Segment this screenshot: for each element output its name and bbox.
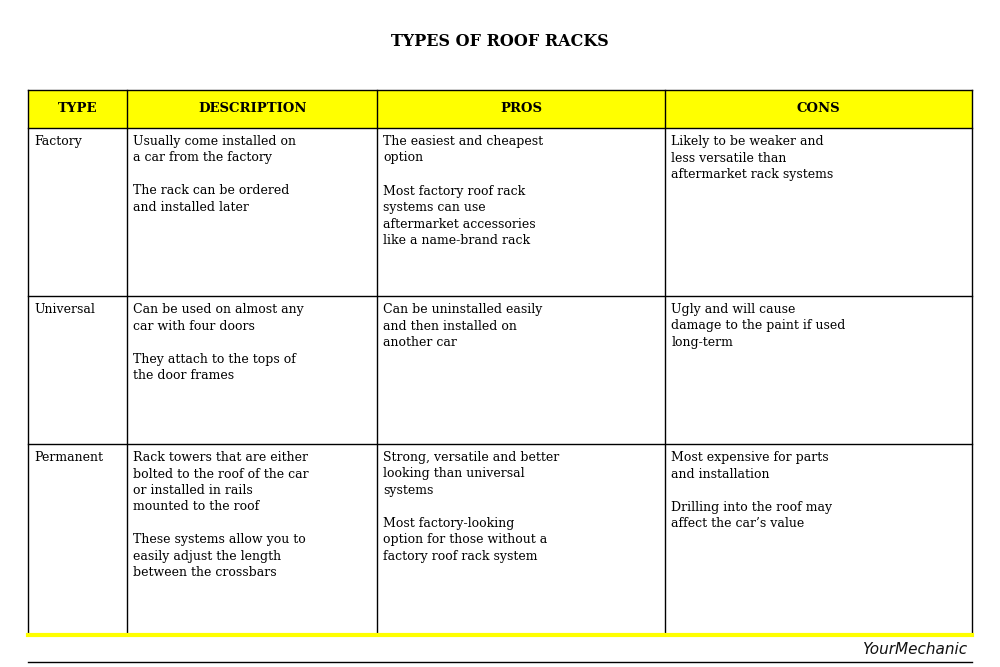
Text: Ugly and will cause
damage to the paint if used
long-term: Ugly and will cause damage to the paint … (671, 303, 846, 349)
Text: Factory: Factory (34, 135, 82, 148)
Text: Most expensive for parts
and installation

Drilling into the roof may
affect the: Most expensive for parts and installatio… (671, 451, 832, 530)
Bar (28, 90, 972, 128)
Bar (28, 128, 972, 635)
Text: TYPE: TYPE (58, 103, 97, 115)
Text: Permanent: Permanent (34, 451, 103, 464)
Text: TYPES OF ROOF RACKS: TYPES OF ROOF RACKS (391, 33, 609, 51)
Text: Rack towers that are either
bolted to the roof of the car
or installed in rails
: Rack towers that are either bolted to th… (133, 451, 309, 580)
Text: Can be uninstalled easily
and then installed on
another car: Can be uninstalled easily and then insta… (383, 303, 543, 349)
Text: The easiest and cheapest
option

Most factory roof rack
systems can use
aftermar: The easiest and cheapest option Most fac… (383, 135, 543, 247)
Text: PROS: PROS (500, 103, 542, 115)
Text: YourMechanic: YourMechanic (862, 642, 967, 656)
Text: Universal: Universal (34, 303, 95, 316)
Text: Can be used on almost any
car with four doors

They attach to the tops of
the do: Can be used on almost any car with four … (133, 303, 304, 382)
Text: Likely to be weaker and
less versatile than
aftermarket rack systems: Likely to be weaker and less versatile t… (671, 135, 833, 181)
Text: Usually come installed on
a car from the factory

The rack can be ordered
and in: Usually come installed on a car from the… (133, 135, 296, 214)
Text: CONS: CONS (797, 103, 840, 115)
Text: DESCRIPTION: DESCRIPTION (198, 103, 306, 115)
Text: Strong, versatile and better
looking than universal
systems

Most factory-lookin: Strong, versatile and better looking tha… (383, 451, 560, 563)
